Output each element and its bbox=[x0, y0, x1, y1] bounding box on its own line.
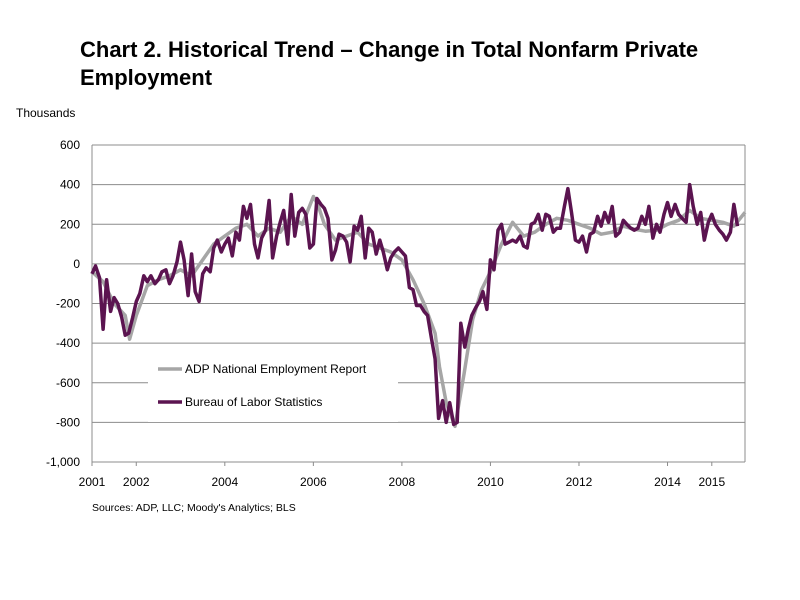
x-tick-label: 2006 bbox=[300, 475, 327, 489]
x-tick-label: 2012 bbox=[566, 475, 593, 489]
y-tick-label: -400 bbox=[56, 336, 80, 350]
y-tick-label: -800 bbox=[56, 415, 80, 429]
x-tick-label: 2008 bbox=[389, 475, 416, 489]
x-tick-label: 2014 bbox=[654, 475, 681, 489]
legend-label: Bureau of Labor Statistics bbox=[185, 395, 322, 409]
x-tick-label: 2015 bbox=[698, 475, 725, 489]
y-tick-label: 400 bbox=[60, 178, 80, 192]
y-axis-unit-label: Thousands bbox=[16, 106, 76, 120]
y-tick-label: -1,000 bbox=[46, 455, 80, 469]
y-tick-label: 600 bbox=[60, 138, 80, 152]
chart-title: Chart 2. Historical Trend – Change in To… bbox=[80, 37, 699, 90]
x-tick-label: 2001 bbox=[79, 475, 106, 489]
y-tick-label: 0 bbox=[73, 257, 80, 271]
series-line-bls bbox=[90, 182, 740, 427]
y-tick-label: -200 bbox=[56, 297, 80, 311]
x-tick-label: 2010 bbox=[477, 475, 504, 489]
y-tick-label: -600 bbox=[56, 376, 80, 390]
source-note: Sources: ADP, LLC; Moody's Analytics; BL… bbox=[92, 502, 296, 514]
y-tick-label: 200 bbox=[60, 217, 80, 231]
legend-box bbox=[148, 352, 398, 422]
x-tick-label: 2004 bbox=[211, 475, 238, 489]
legend-label: ADP National Employment Report bbox=[185, 362, 367, 376]
x-tick-label: 2002 bbox=[123, 475, 150, 489]
